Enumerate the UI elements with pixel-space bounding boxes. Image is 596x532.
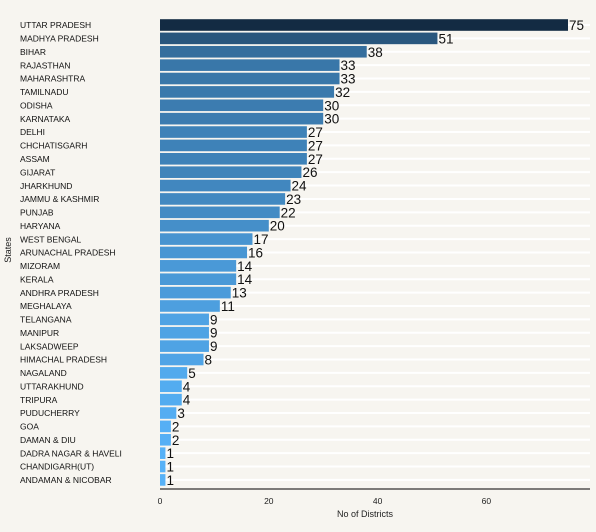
- category-label: GIJARAT: [20, 167, 55, 177]
- bar: [160, 461, 165, 473]
- x-axis-title: No of Districts: [337, 509, 394, 519]
- category-label: TRIPURA: [20, 395, 58, 405]
- bar: [160, 126, 307, 138]
- bar: [160, 33, 437, 45]
- bar: [160, 273, 236, 285]
- category-label: ANDHRA PRADESH: [20, 288, 99, 298]
- category-label: UTTAR PRADESH: [20, 20, 91, 30]
- bar: [160, 394, 182, 406]
- category-label: NAGALAND: [20, 368, 67, 378]
- value-label: 51: [438, 31, 453, 46]
- bar: [160, 19, 568, 31]
- category-label: MADHYA PRADESH: [20, 34, 99, 44]
- bar: [160, 367, 187, 379]
- bar: [160, 180, 291, 192]
- bar: [160, 153, 307, 165]
- category-label: KERALA: [20, 274, 54, 284]
- category-label: PUDUCHERRY: [20, 408, 80, 418]
- category-label: WEST BENGAL: [20, 234, 82, 244]
- bar: [160, 327, 209, 339]
- category-label: UTTARAKHUND: [20, 381, 84, 391]
- category-label: DADRA NAGAR & HAVELI: [20, 448, 122, 458]
- bar: [160, 99, 323, 111]
- value-label: 11: [221, 299, 235, 314]
- x-tick-label: 0: [158, 496, 163, 506]
- category-label: MAHARASHTRA: [20, 74, 86, 84]
- category-label: KARNATAKA: [20, 114, 71, 124]
- category-label: DELHI: [20, 127, 45, 137]
- x-tick-label: 60: [482, 496, 492, 506]
- bar: [160, 354, 204, 366]
- value-label: 20: [270, 219, 285, 234]
- bar: [160, 86, 334, 98]
- bar: [160, 166, 301, 178]
- bar: [160, 46, 367, 58]
- bar: [160, 447, 165, 459]
- category-label: ODISHA: [20, 100, 53, 110]
- category-label: TAMILNADU: [20, 87, 69, 97]
- category-label: CHCHATISGARH: [20, 141, 87, 151]
- bar: [160, 260, 236, 272]
- x-tick-label: 40: [373, 496, 383, 506]
- bar: [160, 193, 285, 205]
- bar: [160, 434, 171, 446]
- bar: [160, 474, 165, 486]
- category-label: HARYANA: [20, 221, 61, 231]
- category-label: MEGHALAYA: [20, 301, 72, 311]
- bar: [160, 140, 307, 152]
- category-label: ANDAMAN & NICOBAR: [20, 475, 112, 485]
- category-label: LAKSADWEEP: [20, 341, 79, 351]
- category-label: RAJASTHAN: [20, 60, 71, 70]
- bar: [160, 59, 340, 71]
- category-label: HIMACHAL PRADESH: [20, 355, 107, 365]
- bar: [160, 233, 252, 245]
- bar: [160, 113, 323, 125]
- bar: [160, 247, 247, 259]
- x-tick-label: 20: [264, 496, 274, 506]
- bar: [160, 407, 176, 419]
- value-label: 8: [205, 353, 213, 368]
- category-label: MANIPUR: [20, 328, 59, 338]
- category-label: CHANDIGARH(UT): [20, 462, 94, 472]
- bar: [160, 220, 269, 232]
- bar: [160, 207, 280, 219]
- bar: [160, 340, 209, 352]
- category-label: ARUNACHAL PRADESH: [20, 248, 116, 258]
- bar: [160, 287, 231, 299]
- bar: [160, 314, 209, 326]
- value-label: 1: [166, 473, 174, 488]
- category-label: ASSAM: [20, 154, 50, 164]
- category-label: BIHAR: [20, 47, 46, 57]
- category-label: GOA: [20, 422, 39, 432]
- bar: [160, 300, 220, 312]
- bar: [160, 380, 182, 392]
- bar: [160, 421, 171, 433]
- category-label: DAMAN & DIU: [20, 435, 76, 445]
- category-label: JHARKHUND: [20, 181, 72, 191]
- category-label: MIZORAM: [20, 261, 60, 271]
- value-label: 38: [368, 45, 383, 60]
- value-label: 75: [569, 18, 584, 33]
- category-label: PUNJAB: [20, 208, 54, 218]
- category-label: TELANGANA: [20, 315, 72, 325]
- y-axis-title: States: [3, 237, 13, 263]
- bar: [160, 73, 340, 85]
- value-label: 30: [324, 112, 339, 127]
- category-label: JAMMU & KASHMIR: [20, 194, 99, 204]
